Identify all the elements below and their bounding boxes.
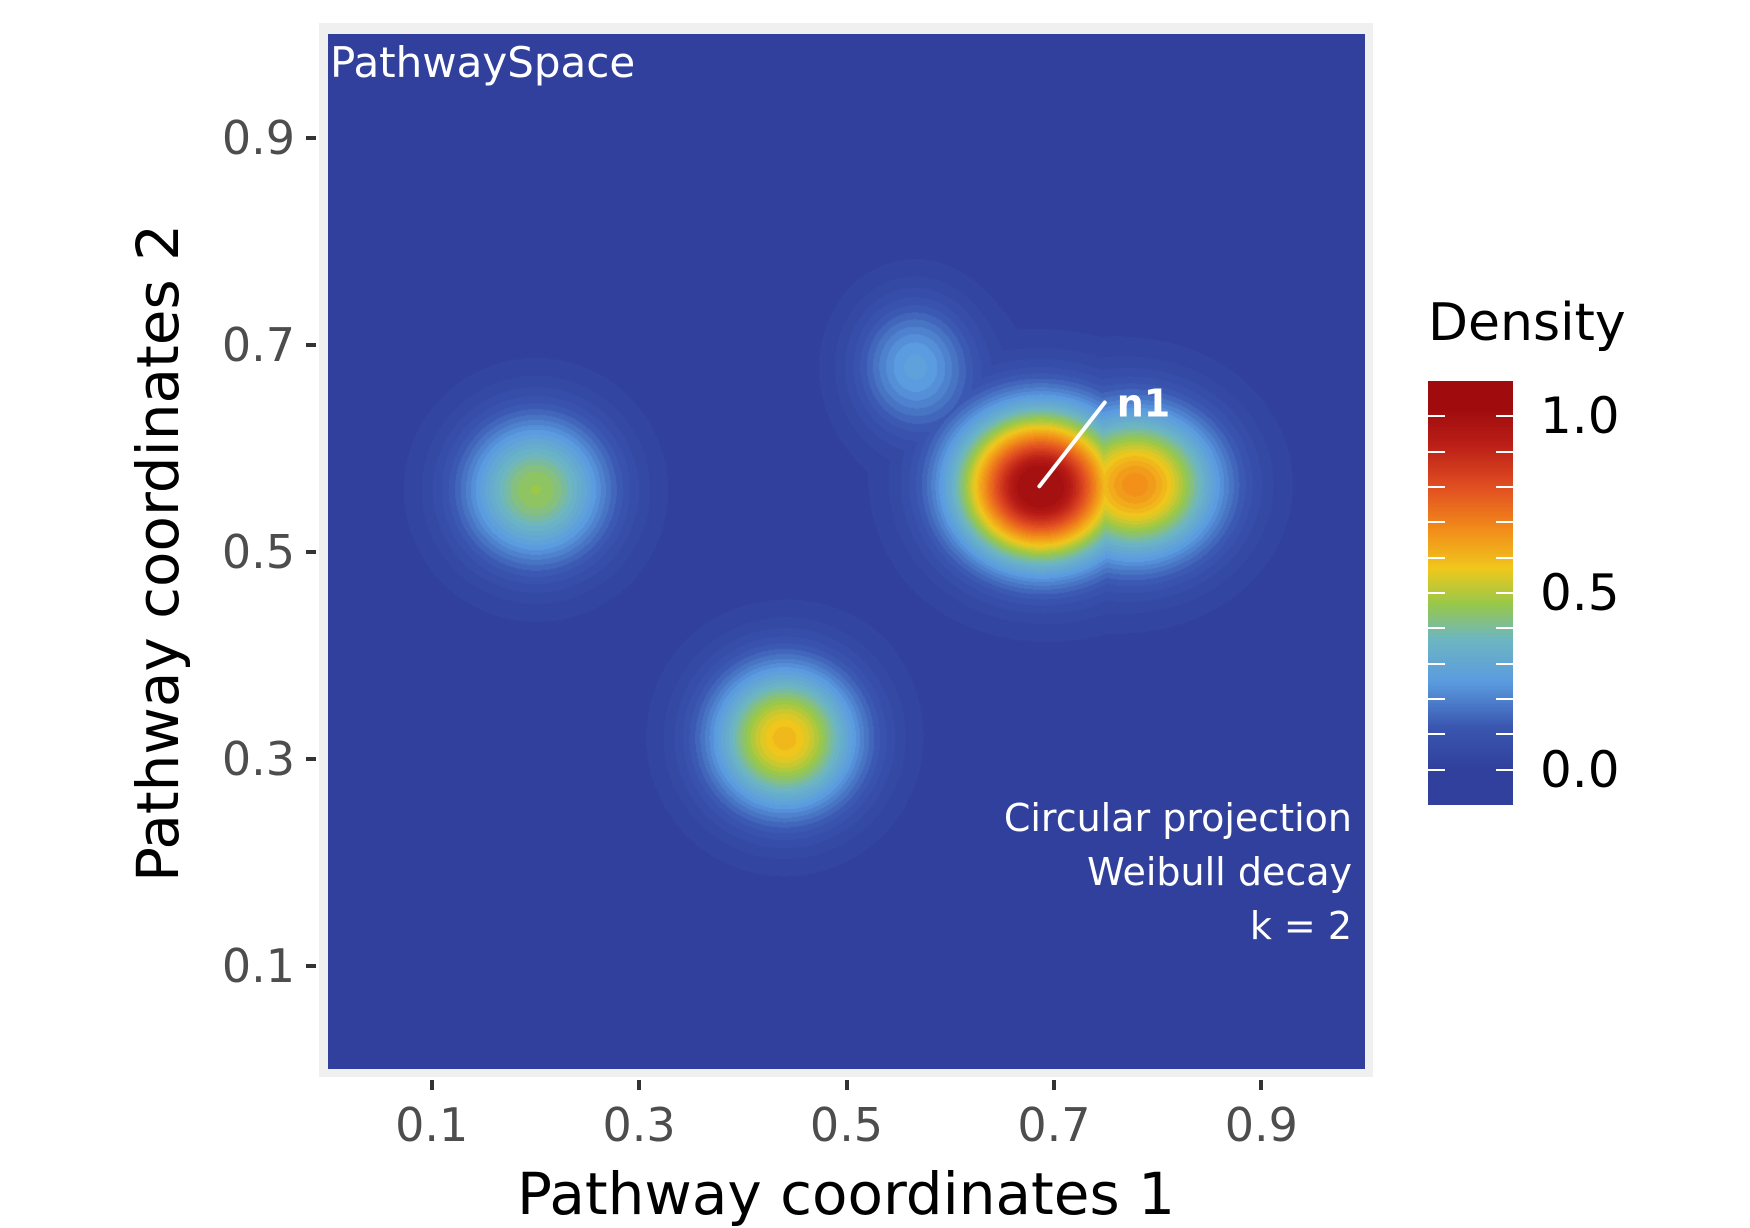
colorbar-tick — [1428, 768, 1445, 771]
colorbar-tick — [1496, 662, 1513, 665]
colorbar-label: 1.0 — [1540, 387, 1620, 446]
colorbar-tick — [1428, 486, 1445, 488]
colorbar-tick — [1496, 627, 1513, 630]
x-tick-label: 0.3 — [602, 1098, 676, 1152]
y-tick — [306, 342, 316, 347]
y-axis-title: Pathway coordinates 2 — [124, 223, 192, 883]
colorbar-label: 0.0 — [1540, 740, 1620, 799]
x-tick-label: 0.7 — [1017, 1098, 1091, 1152]
colorbar-tick — [1496, 486, 1513, 488]
colorbar-tick — [1496, 450, 1513, 453]
colorbar-tick — [1496, 733, 1513, 736]
x-tick — [1259, 1080, 1264, 1090]
legend-title: Density — [1428, 293, 1626, 353]
colorbar-tick — [1496, 521, 1513, 524]
colorbar-label: 0.5 — [1540, 564, 1620, 622]
annotation-projection: Circular projection — [1003, 796, 1352, 840]
colorbar-tick — [1428, 556, 1445, 559]
colorbar-tick — [1428, 415, 1445, 418]
colorbar-tick — [1428, 450, 1445, 453]
node-label-connector — [1037, 400, 1107, 489]
colorbar-tick — [1496, 556, 1513, 559]
colorbar-tick — [1496, 592, 1513, 594]
node-label: n1 — [1117, 381, 1171, 425]
colorbar-tick — [1496, 415, 1513, 418]
x-tick-label: 0.5 — [809, 1098, 884, 1152]
colorbar-tick — [1428, 662, 1445, 665]
x-tick-label: 0.9 — [1224, 1098, 1298, 1152]
colorbar-tick — [1428, 627, 1445, 630]
annotation-decay: Weibull decay — [1087, 850, 1352, 894]
x-tick-label: 0.1 — [395, 1098, 469, 1152]
annotation-k: k = 2 — [1249, 904, 1352, 948]
node-annotation-layer: n1 — [1037, 381, 1171, 489]
y-tick — [306, 963, 316, 968]
x-axis-title: Pathway coordinates 1 — [516, 1160, 1176, 1228]
y-tick-label: 0.7 — [221, 317, 295, 372]
y-tick — [306, 756, 316, 761]
colorbar-tick — [1428, 733, 1445, 736]
plot-title: PathwaySpace — [330, 38, 636, 87]
colorbar-tick — [1428, 521, 1445, 524]
colorbar-tick — [1428, 592, 1445, 594]
density-heatmap — [328, 34, 1365, 1069]
y-tick-label: 0.9 — [221, 110, 295, 165]
colorbar-tick — [1496, 768, 1513, 771]
y-tick — [306, 135, 316, 140]
x-tick — [1051, 1080, 1056, 1090]
y-tick-label: 0.3 — [221, 731, 295, 786]
y-tick-label: 0.5 — [221, 524, 295, 579]
y-tick-label: 0.1 — [221, 938, 295, 993]
colorbar-tick — [1428, 698, 1445, 700]
x-tick — [429, 1080, 434, 1090]
x-tick — [637, 1080, 642, 1090]
colorbar-tick — [1496, 698, 1513, 700]
x-tick — [844, 1080, 849, 1090]
y-tick — [306, 549, 316, 554]
